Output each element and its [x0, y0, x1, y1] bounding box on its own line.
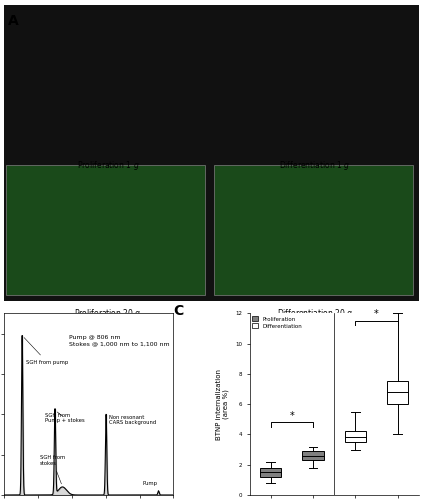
Legend: Proliferation, Differentiation: Proliferation, Differentiation: [253, 316, 302, 328]
FancyBboxPatch shape: [260, 468, 281, 477]
Text: Proliferation 1 $\it{g}$: Proliferation 1 $\it{g}$: [77, 159, 139, 172]
Text: C: C: [173, 304, 184, 318]
Text: Non resonant
CARS background: Non resonant CARS background: [106, 414, 157, 426]
FancyBboxPatch shape: [6, 165, 205, 296]
Text: Differentiation 1 $\it{g}$: Differentiation 1 $\it{g}$: [280, 159, 351, 172]
FancyBboxPatch shape: [6, 313, 205, 444]
FancyBboxPatch shape: [387, 382, 408, 404]
Text: *: *: [289, 411, 294, 421]
FancyBboxPatch shape: [214, 313, 412, 444]
Text: A: A: [8, 14, 19, 28]
Text: SGH from pump: SGH from pump: [24, 338, 69, 365]
FancyBboxPatch shape: [214, 165, 412, 296]
Y-axis label: BTNP internalization
(area %): BTNP internalization (area %): [216, 368, 229, 440]
Text: SGH from
stokes: SGH from stokes: [40, 455, 65, 484]
Text: Differentiation 20 $\it{g}$: Differentiation 20 $\it{g}$: [277, 308, 353, 320]
FancyBboxPatch shape: [345, 432, 366, 442]
Text: SGH from
Pump + stokes: SGH from Pump + stokes: [45, 412, 85, 424]
Text: Proliferation 20 $\it{g}$: Proliferation 20 $\it{g}$: [74, 308, 142, 320]
FancyBboxPatch shape: [302, 451, 324, 460]
Text: Pump @ 806 nm
Stokes @ 1,000 nm to 1,100 nm: Pump @ 806 nm Stokes @ 1,000 nm to 1,100…: [69, 335, 169, 346]
Text: *: *: [374, 310, 379, 320]
Text: Pump: Pump: [143, 481, 159, 491]
